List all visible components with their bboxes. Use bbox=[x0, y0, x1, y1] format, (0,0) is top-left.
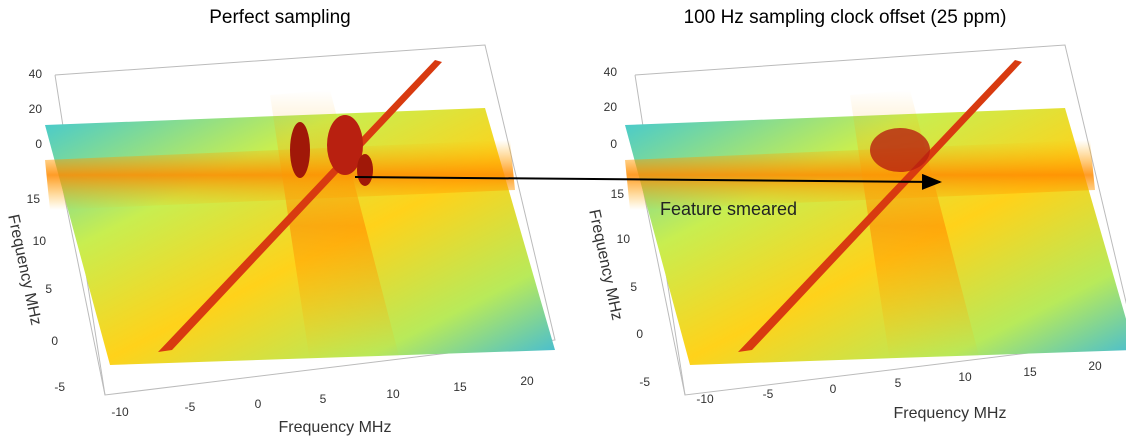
ridge bbox=[158, 60, 442, 352]
y-axis-label: Frequency MHz bbox=[4, 213, 44, 327]
y-tick-label: -5 bbox=[639, 375, 650, 389]
y-tick-label: 15 bbox=[611, 187, 625, 201]
y-tick-label: 5 bbox=[45, 282, 52, 296]
annotation: Feature smeared bbox=[660, 199, 797, 219]
x-tick-label: 5 bbox=[320, 392, 327, 406]
x-tick-label: -10 bbox=[111, 405, 129, 419]
y-axis-label: Frequency MHz bbox=[585, 208, 625, 322]
x-tick-label: -10 bbox=[696, 392, 714, 406]
y-tick-label: 15 bbox=[27, 192, 41, 206]
peak bbox=[290, 122, 310, 178]
arrow bbox=[354, 173, 942, 190]
x-tick-label: 5 bbox=[895, 376, 902, 390]
x-tick-label: 20 bbox=[1088, 359, 1102, 373]
x-tick-label: 20 bbox=[520, 374, 534, 388]
box bbox=[634, 44, 1126, 396]
x-tick-label: 0 bbox=[830, 382, 837, 396]
peak bbox=[357, 154, 373, 186]
peak bbox=[870, 128, 930, 172]
z-tick-label: 20 bbox=[29, 102, 43, 116]
y-tick-label: -5 bbox=[54, 380, 65, 394]
x-axis-label: Frequency MHz bbox=[279, 419, 392, 436]
panel-title: Perfect sampling bbox=[209, 7, 351, 28]
x-tick-label: -5 bbox=[185, 400, 196, 414]
ridge bbox=[738, 60, 1022, 352]
x-axis-label: Frequency MHz bbox=[894, 405, 1007, 422]
y-tick-label: 0 bbox=[51, 334, 58, 348]
panels: Perfect sampling 40 20 0 15 10 5 0 -5 -10 -5 0 5 10 15… bbox=[4, 7, 1126, 436]
box bbox=[54, 44, 556, 396]
x-tick-label: 15 bbox=[1023, 365, 1037, 379]
x-tick-label: 10 bbox=[386, 387, 400, 401]
x-tick-label: 15 bbox=[453, 380, 467, 394]
y-tick-label: 10 bbox=[33, 234, 47, 248]
z-tick-label: 0 bbox=[610, 137, 617, 151]
panel-title: 100 Hz sampling clock offset (25 ppm) bbox=[684, 7, 1007, 28]
z-tick-label: 40 bbox=[604, 65, 618, 79]
z-tick-label: 40 bbox=[29, 67, 43, 81]
z-tick-label: 0 bbox=[35, 137, 42, 151]
panel: 100 Hz sampling clock offset (25 ppm) 40 2… bbox=[585, 7, 1126, 422]
y-tick-label: 10 bbox=[617, 232, 631, 246]
peak bbox=[327, 115, 363, 175]
z-tick-label: 20 bbox=[604, 100, 618, 114]
y-tick-label: 0 bbox=[636, 327, 643, 341]
x-tick-label: 0 bbox=[255, 397, 262, 411]
x-tick-label: -5 bbox=[763, 387, 774, 401]
y-tick-label: 5 bbox=[630, 280, 637, 294]
x-tick-label: 10 bbox=[958, 370, 972, 384]
panel: Perfect sampling 40 20 0 15 10 5 0 -5 -10 -5 0 5 10 15… bbox=[4, 7, 556, 436]
surface-band bbox=[45, 140, 515, 210]
surface-band bbox=[625, 140, 1095, 210]
